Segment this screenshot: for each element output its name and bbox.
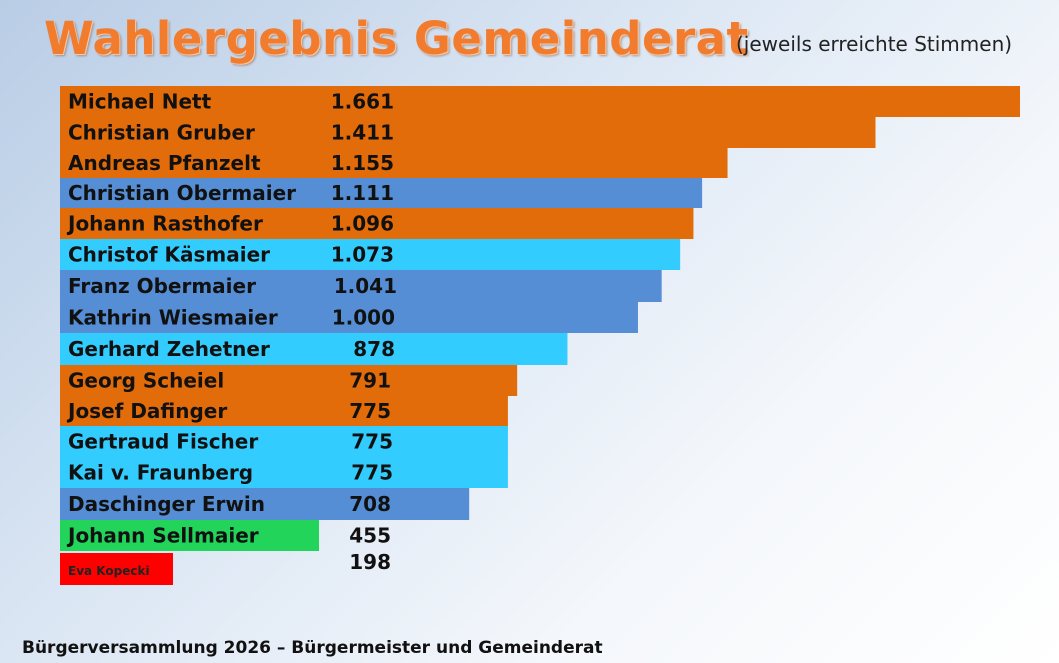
bar-3 — [60, 148, 728, 178]
bar-label-6: Christof Käsmaier — [68, 243, 270, 267]
bar-4 — [60, 178, 703, 208]
bar-5 — [60, 208, 694, 239]
bar-value-15: 455 — [349, 524, 391, 548]
bar-label-14: Daschinger Erwin — [68, 492, 265, 516]
bar-6 — [60, 239, 681, 270]
chart-subtitle: (jeweils erreichte Stimmen) — [736, 32, 1013, 56]
bar-value-7: 1.041 — [334, 274, 397, 298]
bar-label-9: Gerhard Zehetner — [68, 337, 270, 361]
bar-13 — [60, 457, 508, 488]
bar-label-11: Josef Dafinger — [66, 399, 227, 423]
bar-value-16: 198 — [349, 550, 391, 574]
bar-16 — [60, 553, 173, 585]
bar-value-8: 1.000 — [332, 306, 395, 330]
bar-12 — [60, 426, 508, 457]
bar-value-2: 1.411 — [331, 121, 394, 145]
bar-value-3: 1.155 — [331, 151, 394, 175]
bar-1 — [60, 86, 1020, 117]
bar-label-4: Christian Obermaier — [68, 181, 296, 205]
bar-label-16: Eva Kopecki — [68, 564, 150, 578]
bar-15 — [60, 520, 319, 551]
bar-value-10: 791 — [349, 369, 391, 393]
bar-8 — [60, 302, 638, 333]
bar-value-12: 775 — [351, 430, 393, 454]
bar-9 — [60, 333, 568, 365]
bar-label-12: Gertraud Fischer — [68, 430, 258, 454]
bar-7 — [60, 270, 662, 302]
bar-10 — [60, 365, 518, 396]
footer-text: Bürgerversammlung 2026 – Bürgermeister u… — [22, 638, 603, 658]
bar-label-2: Christian Gruber — [68, 121, 255, 145]
bar-value-6: 1.073 — [331, 243, 394, 267]
bar-11 — [60, 396, 508, 426]
bar-label-1: Michael Nett — [68, 90, 212, 114]
bar-14 — [60, 488, 470, 520]
bar-2 — [60, 117, 876, 148]
bar-label-8: Kathrin Wiesmaier — [68, 306, 278, 330]
bar-label-5: Johann Rasthofer — [66, 212, 263, 236]
bar-value-9: 878 — [353, 337, 395, 361]
bar-label-13: Kai v. Fraunberg — [68, 461, 253, 485]
chart-title: Wahlergebnis Gemeinderat — [44, 12, 749, 65]
bar-label-15: Johann Sellmaier — [66, 524, 259, 548]
bar-label-7: Franz Obermaier — [68, 274, 256, 298]
bar-value-4: 1.111 — [331, 181, 394, 205]
bar-value-14: 708 — [349, 492, 391, 516]
bar-label-3: Andreas Pfanzelt — [68, 151, 261, 175]
bar-value-5: 1.096 — [331, 212, 394, 236]
bar-value-13: 775 — [351, 461, 393, 485]
bar-value-1: 1.661 — [331, 90, 394, 114]
bar-value-11: 775 — [349, 399, 391, 423]
bar-label-10: Georg Scheiel — [68, 369, 224, 393]
